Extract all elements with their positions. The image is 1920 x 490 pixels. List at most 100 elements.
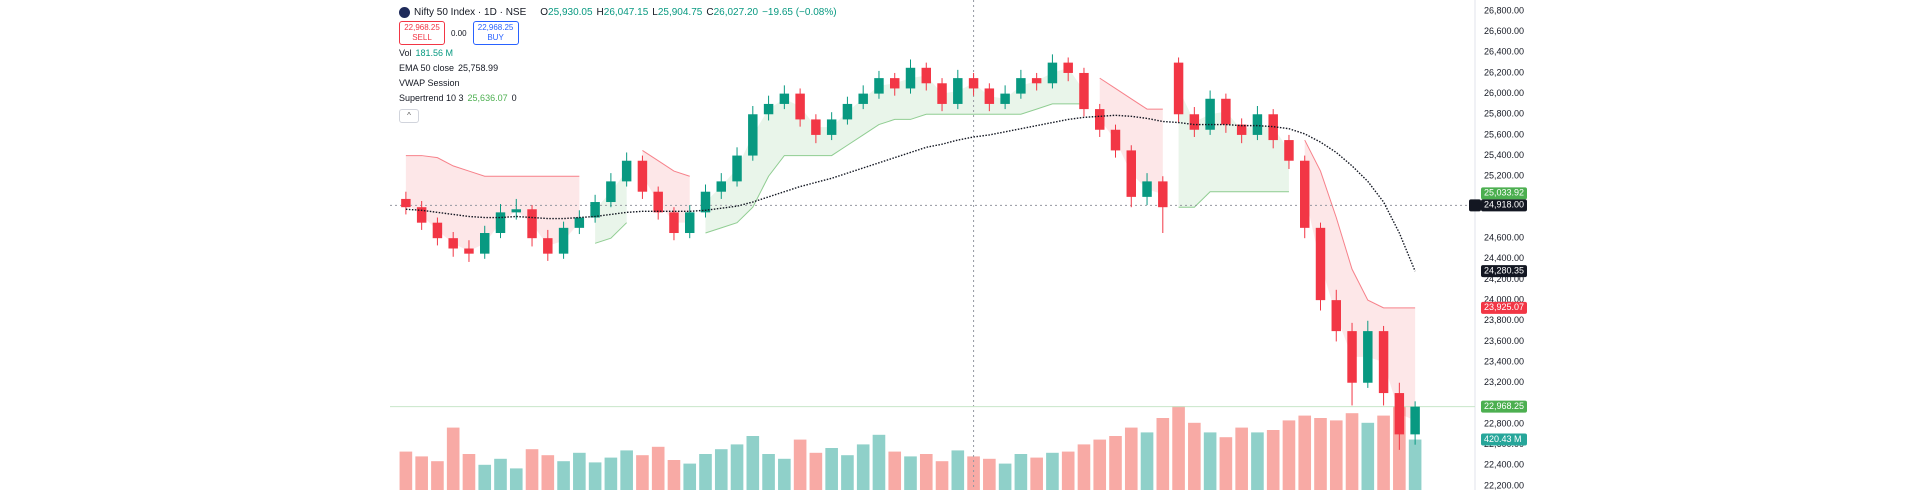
y-tick-label: 22,200.00 [1484,480,1524,490]
candle-body [905,67,916,89]
volume-bar [1377,415,1390,490]
candle-body [700,191,711,213]
candle-body [748,114,758,156]
candle-body [1315,227,1326,301]
volume-bar [667,460,681,490]
volume-bar [1156,418,1170,490]
indicator: Vol 181.56 M [399,47,837,60]
volume-bar [856,444,870,490]
volume-bar [1077,444,1091,490]
buy-button[interactable]: 22,968.25 BUY [472,21,519,45]
candle-body [1063,62,1073,73]
supertrend-line [705,103,1084,234]
candle-body [511,209,521,213]
volume-bar [841,455,854,490]
volume-bar [762,454,775,490]
collapse-button[interactable]: ^ [399,109,419,123]
crosshair-tag-bg [1481,199,1527,212]
change: −19.65 (−0.08%) [762,7,837,18]
ohlc-key: H [596,7,604,18]
price-tag: 22,968.25 [1484,401,1524,411]
candle-body [574,217,585,228]
candle-body [842,103,853,120]
candle-body [1363,331,1373,383]
volume-bar [683,463,697,490]
y-tick-label: 24,400.00 [1484,253,1524,263]
volume-bar [446,427,460,490]
volume-bar [935,461,949,490]
y-tick-label: 25,600.00 [1484,129,1524,139]
volume-bar [462,454,476,490]
candle-body [1016,78,1026,94]
y-tick-label: 24,200.00 [1484,274,1524,284]
volume-bar [699,454,712,490]
candle-body [685,212,695,234]
candle-body [984,88,995,104]
volume-bar [1314,418,1327,490]
candle-body [1300,160,1310,228]
y-tick-label: 26,600.00 [1484,26,1524,36]
volume-bar [604,457,618,490]
volume-bar [1345,413,1359,490]
y-tick-label: 25,200.00 [1484,171,1524,181]
volume-bar [1061,451,1075,490]
ohlc: O25,930.05 H26,047.15 L25,904.75 C26,027.20 [540,6,758,19]
ohlc-value: 26,047.15 [603,7,649,18]
candle-body [1110,129,1121,151]
volume-bar [746,436,760,490]
y-tick-label: 23,200.00 [1484,377,1524,387]
volume-bar [1298,415,1312,490]
candle-body [1000,93,1010,104]
volume-bar [967,456,980,490]
indicator: VWAP Session [399,77,837,90]
candle-body [1268,114,1278,141]
ohlc-value: 26,027.20 [713,7,759,18]
volume-bar [651,446,665,490]
sell-button[interactable]: 22,968.25 SELL [399,21,445,45]
candle-body [480,233,490,254]
volume-bar [494,458,507,490]
candle-body [606,181,616,203]
y-tick-label: 23,400.00 [1484,356,1524,366]
volume-bar [1172,406,1185,490]
indicator-name: Vol [399,48,412,58]
indicator-list: Vol 181.56 M EMA 50 close 25,758.99 VWAP Ses… [399,47,837,105]
ohlc-key: C [706,7,714,18]
candle-body [1331,300,1341,332]
volume-bar [1046,452,1059,490]
supertrend-fill [405,155,580,252]
buy-price: 22,968.25 [477,23,514,32]
sell-label: SELL [412,33,432,42]
volume-bar [998,463,1012,490]
volume-bar [1251,432,1264,490]
volume-bar [951,450,965,490]
candle-body [1378,331,1389,394]
volume-bar [1124,427,1138,490]
volume-bar [1329,420,1343,490]
volume-bar [825,448,838,490]
candle-body [621,160,632,182]
ohlc-key: O [540,7,549,18]
candle-body [1158,181,1168,208]
volume-bar [1014,454,1028,490]
supertrend-fill [1099,78,1163,195]
y-tick-label: 26,800.00 [1484,5,1524,15]
volume-bar [1109,436,1122,490]
y-tick-label: 22,400.00 [1484,460,1524,470]
supertrend-line [642,149,690,177]
ohlc-item: L25,904.75 [652,6,702,19]
candle-body [1394,393,1405,435]
supertrend-fill [642,150,690,223]
candle-body [1047,62,1058,84]
volume-bar [573,452,586,490]
volume-bar [1188,422,1201,490]
volume-bar [478,464,492,490]
volume-bar [557,461,570,490]
candle-body [1347,331,1357,383]
volume-bar [1203,432,1217,490]
volume-bar [1235,427,1248,490]
candle-body [1031,78,1042,84]
candle-body [826,119,837,135]
crosshair-tag: 24,918.00 [1484,200,1524,210]
